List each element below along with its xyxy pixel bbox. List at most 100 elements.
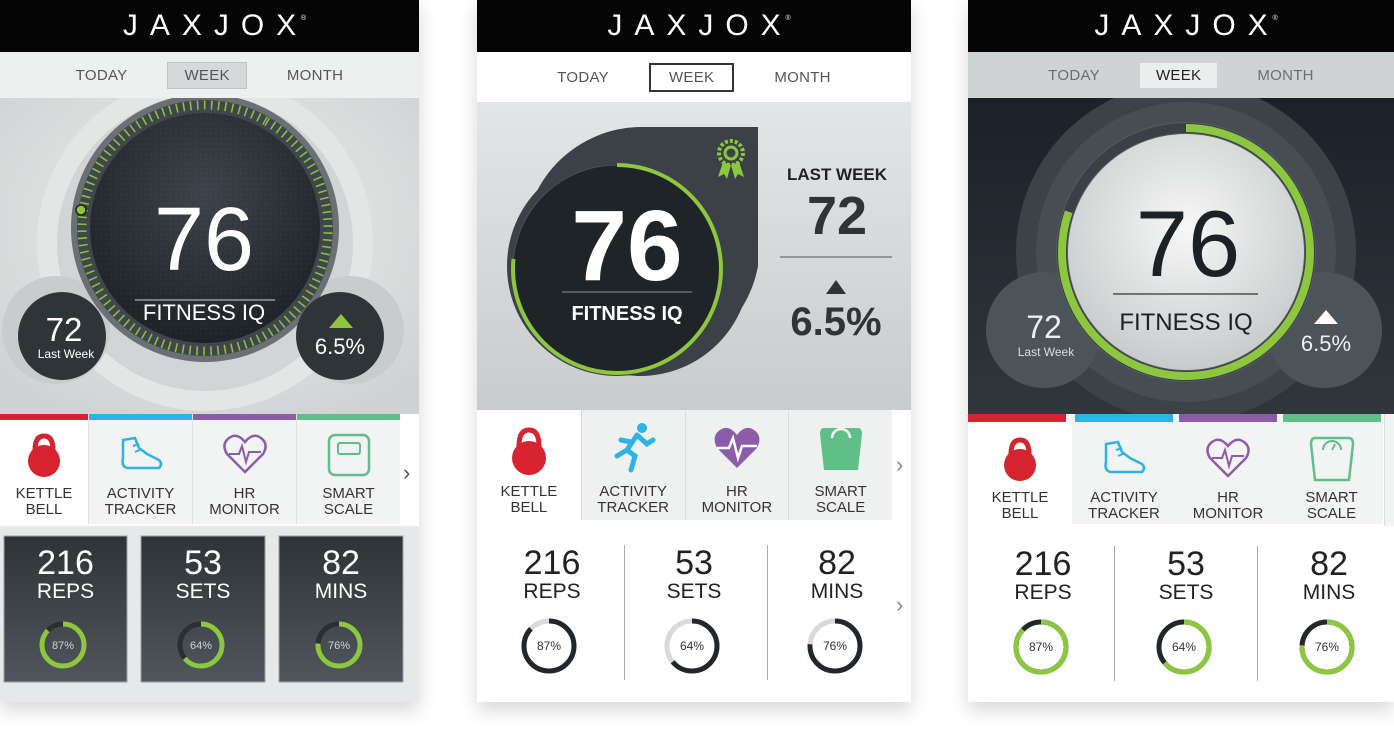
- fitness-iq-score: 76: [571, 190, 682, 302]
- chevron-right-icon[interactable]: ›: [896, 592, 904, 617]
- sensor-row: KETTLE BELL ACTIVITY TRACKER HR MONITOR: [968, 414, 1383, 524]
- sensor-label: ACTIVITY TRACKER: [104, 485, 177, 518]
- chevron-right-icon[interactable]: ›: [403, 460, 411, 485]
- sensor-hr-monitor[interactable]: HR MONITOR: [192, 414, 296, 524]
- jaxjox-logo: JAXJOX ®: [607, 9, 793, 42]
- tab-week[interactable]: WEEK: [1139, 62, 1218, 88]
- last-week-value: 72: [807, 186, 867, 246]
- last-week-value: 72: [1026, 309, 1062, 345]
- tab-today[interactable]: TODAY: [1048, 66, 1100, 84]
- sensor-smart-scale[interactable]: SMART SCALE: [788, 410, 892, 520]
- stat-sets: 53 SETS: [1158, 545, 1214, 604]
- tab-week[interactable]: WEEK: [648, 62, 735, 92]
- last-week-value: 72: [46, 311, 83, 348]
- sensor-label: KETTLE BELL: [500, 483, 558, 516]
- sensor-kettlebell[interactable]: KETTLE BELL: [968, 414, 1072, 524]
- jaxjox-logo: JAXJOX ®: [1094, 9, 1280, 42]
- heart-rate-icon: [1206, 438, 1250, 478]
- award-ribbon-icon: [717, 139, 745, 179]
- progress-ring-sets: 64%: [664, 618, 720, 674]
- svg-text:87%: 87%: [537, 639, 561, 653]
- scale-icon: [1309, 436, 1354, 482]
- last-week-label: LAST WEEK: [787, 165, 888, 184]
- fitness-iq-label: FITNESS IQ: [571, 303, 682, 325]
- sensor-activity-tracker[interactable]: ACTIVITY TRACKER: [1072, 414, 1176, 524]
- heart-rate-icon: [714, 427, 760, 468]
- sensor-kettlebell[interactable]: KETTLE BELL: [0, 414, 88, 524]
- tab-month[interactable]: MONTH: [774, 68, 831, 86]
- svg-text:64%: 64%: [680, 639, 704, 653]
- tab-today[interactable]: TODAY: [75, 66, 128, 84]
- tab-month[interactable]: MONTH: [286, 66, 344, 84]
- app-header: JAXJOX ®: [968, 0, 1394, 52]
- last-week-label: Last Week: [38, 347, 95, 361]
- sensor-label: KETTLE BELL: [15, 485, 73, 518]
- svg-text:76%: 76%: [1315, 640, 1339, 654]
- stat-mins: 82 MINS: [1302, 545, 1356, 604]
- fitness-iq-gauge: 76 FITNESS IQ 72 Last Week 6.5%: [0, 98, 419, 414]
- kettlebell-icon: [28, 433, 60, 477]
- progress-ring-mins: 76%: [315, 621, 363, 669]
- stat-reps: 216 REPS: [36, 544, 95, 603]
- phone-screen-1: JAXJOX ® TODAY WEEK MONTH: [0, 0, 419, 702]
- sensor-label: ACTIVITY TRACKER: [597, 483, 669, 516]
- fitness-iq-label: FITNESS IQ: [143, 300, 265, 325]
- sneaker-icon: [120, 436, 162, 470]
- progress-ring-sets: 64%: [177, 621, 225, 669]
- svg-text:87%: 87%: [52, 640, 74, 652]
- svg-text:76%: 76%: [823, 639, 847, 653]
- sensor-kettlebell[interactable]: KETTLE BELL: [477, 410, 581, 520]
- sensor-label: KETTLE BELL: [991, 489, 1049, 522]
- sensor-smart-scale[interactable]: SMART SCALE: [1280, 414, 1383, 524]
- fitness-iq-score: 76: [1136, 191, 1241, 296]
- sensor-label: HR MONITOR: [1192, 489, 1264, 522]
- sensor-hr-monitor[interactable]: HR MONITOR: [1176, 414, 1280, 524]
- sensor-label: HR MONITOR: [701, 483, 773, 516]
- svg-text:87%: 87%: [1029, 640, 1053, 654]
- fitness-iq-label: FITNESS IQ: [1119, 309, 1252, 336]
- tab-month[interactable]: MONTH: [1257, 66, 1314, 84]
- trend-up-icon: [1314, 310, 1338, 324]
- fitness-iq-gauge: 76 FITNESS IQ 72 Last Week 6.5%: [968, 98, 1394, 414]
- chevron-right-icon[interactable]: ›: [896, 452, 904, 477]
- trend-up-icon: [329, 314, 353, 328]
- scale-icon: [327, 433, 370, 477]
- tab-week[interactable]: WEEK: [167, 61, 247, 89]
- next-sensor-peek: [1384, 414, 1394, 526]
- svg-text:64%: 64%: [1172, 640, 1196, 654]
- sensor-label: ACTIVITY TRACKER: [1088, 489, 1160, 522]
- phone-screen-2: JAXJOX ® TODAY WEEK MONTH 76 FITNESS IQ: [477, 0, 911, 702]
- tab-today[interactable]: TODAY: [557, 68, 609, 86]
- heart-rate-icon: [222, 434, 267, 474]
- sensor-activity-tracker[interactable]: ACTIVITY TRACKER: [88, 414, 192, 524]
- stat-mins: 82 MINS: [810, 544, 864, 603]
- sensor-smart-scale[interactable]: SMART SCALE: [296, 414, 400, 524]
- progress-ring-reps: 87%: [521, 618, 577, 674]
- sensor-label: SMART SCALE: [814, 483, 867, 516]
- stat-sets: 53 SETS: [666, 544, 722, 603]
- fitness-iq-gauge: 76 FITNESS IQ LAST WEEK 72 6.5%: [477, 102, 911, 410]
- stat-reps: 216 REPS: [523, 544, 581, 603]
- scale-icon: [819, 427, 862, 470]
- progress-ring-mins: 76%: [1299, 619, 1355, 675]
- period-tabs: TODAY WEEK MONTH: [0, 52, 419, 98]
- app-header: JAXJOX ®: [0, 0, 419, 52]
- fitness-iq-panel: 76 FITNESS IQ 72 Last Week 6.5%: [0, 98, 419, 414]
- jaxjox-logo: JAXJOX ®: [122, 9, 309, 42]
- app-header: JAXJOX ®: [477, 0, 911, 52]
- period-tabs: TODAY WEEK MONTH: [968, 52, 1394, 98]
- kettlebell-icon: [1004, 437, 1036, 481]
- progress-ring-reps: 87%: [39, 621, 87, 669]
- sensor-label: SMART SCALE: [322, 485, 375, 518]
- running-person-icon: [614, 423, 656, 473]
- progress-ring-mins: 76%: [807, 618, 863, 674]
- change-percent: 6.5%: [315, 334, 365, 359]
- sensor-activity-tracker[interactable]: ACTIVITY TRACKER: [580, 410, 685, 520]
- change-percent: 6.5%: [790, 300, 881, 344]
- sensor-hr-monitor[interactable]: HR MONITOR: [684, 410, 789, 520]
- kettlebell-icon: [511, 427, 546, 475]
- progress-ring-sets: 64%: [1156, 619, 1212, 675]
- period-tabs: TODAY WEEK MONTH: [477, 52, 911, 102]
- stat-sets: 53 SETS: [175, 544, 231, 603]
- phone-screen-3: JAXJOX ® TODAY WEEK MONTH: [968, 0, 1394, 702]
